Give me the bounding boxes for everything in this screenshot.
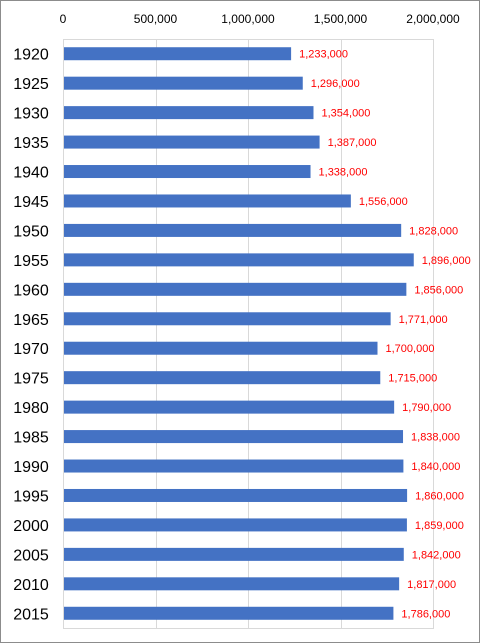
data-label: 1,354,000 xyxy=(321,108,370,120)
data-label: 1,786,000 xyxy=(401,608,450,620)
category-label: 1940 xyxy=(13,165,49,182)
bar xyxy=(64,400,395,414)
data-label: 1,842,000 xyxy=(412,549,461,561)
category-label: 1960 xyxy=(13,282,49,299)
bar xyxy=(64,371,381,385)
data-label: 1,233,000 xyxy=(299,49,348,61)
data-label: 1,771,000 xyxy=(399,314,448,326)
bars xyxy=(64,47,414,620)
bar xyxy=(64,312,391,326)
bar xyxy=(64,547,404,561)
bar xyxy=(64,341,378,355)
data-label: 1,838,000 xyxy=(411,432,460,444)
category-label: 2005 xyxy=(13,547,49,564)
category-label: 1970 xyxy=(13,341,49,358)
category-label: 1955 xyxy=(13,253,49,270)
x-tick-label: 500,000 xyxy=(134,12,178,26)
y-axis-category-labels: 1920 1925 1930 1935 1940 1945 1950 1955 1960 1965… xyxy=(13,47,49,624)
data-label: 1,896,000 xyxy=(422,255,471,267)
bar xyxy=(64,606,394,620)
bar xyxy=(64,165,311,179)
category-label: 1980 xyxy=(13,400,49,417)
data-label: 1,700,000 xyxy=(386,343,435,355)
data-label: 1,556,000 xyxy=(359,196,408,208)
data-label: 1,828,000 xyxy=(409,225,458,237)
category-label: 1965 xyxy=(13,312,49,329)
bar xyxy=(64,282,407,296)
data-label: 1,387,000 xyxy=(328,137,377,149)
data-label: 1,296,000 xyxy=(311,78,360,90)
category-label: 2000 xyxy=(13,518,49,535)
bar xyxy=(64,76,303,90)
category-label: 1925 xyxy=(13,76,49,93)
category-label: 1990 xyxy=(13,459,49,476)
category-label: 1920 xyxy=(13,47,49,64)
data-label: 1,790,000 xyxy=(402,402,451,414)
plot-area-border xyxy=(63,39,434,629)
x-tick-label: 0 xyxy=(60,12,67,26)
category-label: 2010 xyxy=(13,577,49,594)
data-label: 1,715,000 xyxy=(388,373,437,385)
bar xyxy=(64,459,404,473)
bar xyxy=(64,577,400,591)
category-label: 1930 xyxy=(13,106,49,123)
data-label: 1,840,000 xyxy=(411,461,460,473)
category-label: 2015 xyxy=(13,606,49,623)
category-label: 1935 xyxy=(13,135,49,152)
data-label: 1,338,000 xyxy=(319,167,368,179)
bar xyxy=(64,194,351,208)
bar xyxy=(64,253,414,267)
category-label: 1995 xyxy=(13,488,49,505)
data-labels: 1,233,000 1,296,000 1,354,000 1,387,000 1,33… xyxy=(299,49,471,621)
bar xyxy=(64,488,408,502)
x-tick-label: 2,000,000 xyxy=(406,12,460,26)
bar xyxy=(64,135,320,149)
data-label: 1,817,000 xyxy=(407,579,456,591)
category-label: 1975 xyxy=(13,371,49,388)
data-label: 1,859,000 xyxy=(415,520,464,532)
x-tick-label: 1,000,000 xyxy=(221,12,275,26)
category-label: 1985 xyxy=(13,430,49,447)
grid-lines xyxy=(63,39,434,629)
category-label: 1950 xyxy=(13,223,49,240)
bar xyxy=(64,47,292,61)
bar xyxy=(64,223,402,237)
x-tick-label: 1,500,000 xyxy=(314,12,368,26)
category-label: 1945 xyxy=(13,194,49,211)
bar xyxy=(64,430,404,444)
bar xyxy=(64,518,407,532)
x-axis-tick-labels: 0 500,000 1,000,000 1,500,000 2,000,000 xyxy=(60,12,460,26)
data-label: 1,860,000 xyxy=(415,490,464,502)
data-label: 1,856,000 xyxy=(414,284,463,296)
bar xyxy=(64,106,314,120)
